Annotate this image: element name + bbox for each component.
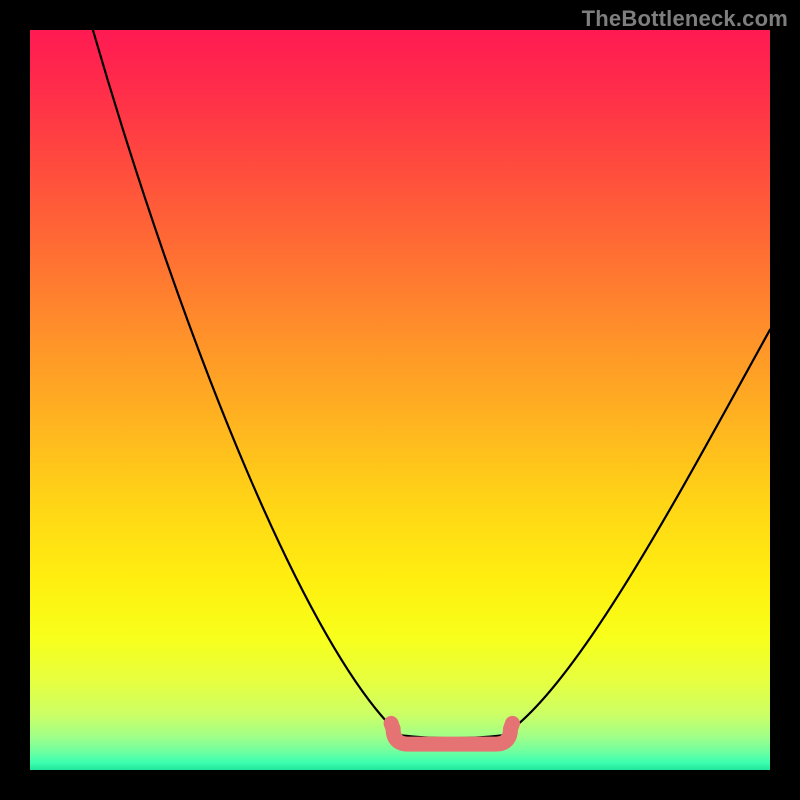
watermark-text: TheBottleneck.com [582,6,788,32]
chart-frame: TheBottleneck.com [0,0,800,800]
plot-background [30,30,770,770]
plot-area [30,30,770,770]
plot-svg [30,30,770,770]
